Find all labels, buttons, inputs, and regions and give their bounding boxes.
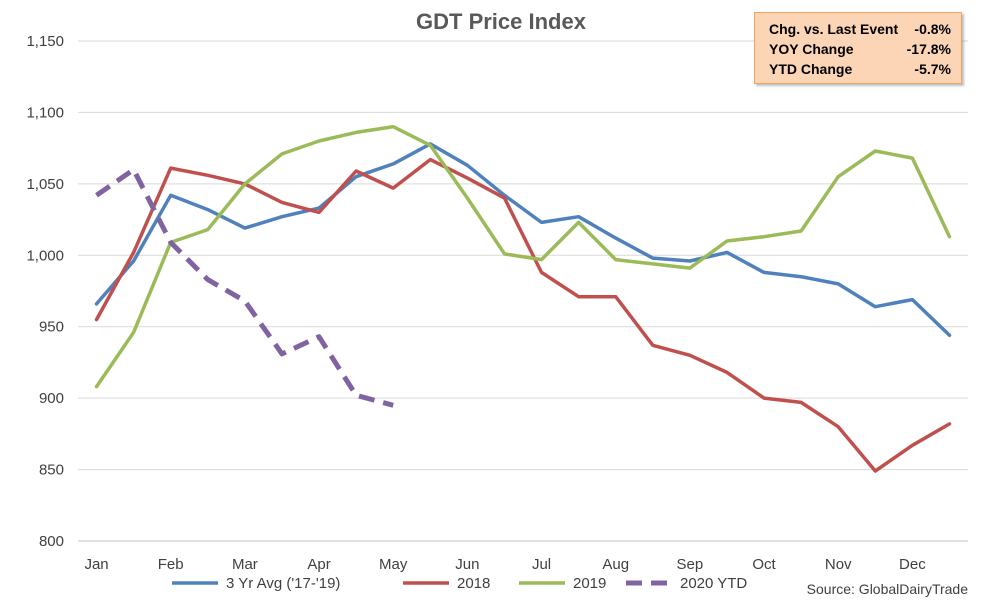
y-tick-label: 1,000 xyxy=(26,247,64,264)
series-line-2019 xyxy=(94,124,952,389)
series-line-2018 xyxy=(94,157,952,473)
x-tick-label: Jan xyxy=(84,556,108,573)
chart-title: GDT Price Index xyxy=(416,9,587,34)
stats-value: -0.8% xyxy=(914,21,951,37)
legend-label: 2018 xyxy=(457,575,490,592)
x-tick-label: Feb xyxy=(158,556,184,573)
x-tick-label: Aug xyxy=(602,556,629,573)
x-tick-label: May xyxy=(379,556,408,573)
y-tick-label: 900 xyxy=(39,390,64,407)
stats-value: -5.7% xyxy=(914,61,951,77)
series-line-2020-ytd xyxy=(95,167,394,408)
gridlines xyxy=(78,40,968,542)
y-tick-label: 1,100 xyxy=(26,104,64,121)
stats-box: Chg. vs. Last Event -0.8% YOY Change -17… xyxy=(754,12,962,84)
x-axis-ticks: Jan Feb Mar Apr May Jun Jul Aug Sep Oct Nov Dec xyxy=(84,556,926,573)
x-tick-label: Oct xyxy=(752,556,776,573)
series-line-3-yr-avg-17-19 xyxy=(94,142,952,338)
legend-label: 3 Yr Avg ('17-'19) xyxy=(226,575,340,592)
x-tick-label: Dec xyxy=(899,556,926,573)
stats-label: YOY Change xyxy=(769,41,854,57)
x-tick-label: Apr xyxy=(307,556,330,573)
x-tick-label: Mar xyxy=(232,556,258,573)
legend-label: 2020 YTD xyxy=(680,575,747,592)
stats-row-chg-last-event: Chg. vs. Last Event -0.8% xyxy=(769,19,951,39)
stats-label: Chg. vs. Last Event xyxy=(769,21,899,37)
y-tick-label: 800 xyxy=(39,533,64,550)
y-tick-label: 1,050 xyxy=(26,176,64,193)
stats-row-ytd-change: YTD Change -5.7% xyxy=(769,59,951,79)
y-axis-ticks: 800 850 900 950 1,000 1,050 1,100 1,150 xyxy=(26,33,64,550)
x-tick-label: Jul xyxy=(532,556,551,573)
stats-value: -17.8% xyxy=(906,41,951,57)
y-tick-label: 950 xyxy=(39,319,64,336)
stats-row-yoy-change: YOY Change -17.8% xyxy=(769,39,951,59)
x-tick-label: Sep xyxy=(677,556,704,573)
x-tick-label: Jun xyxy=(455,556,479,573)
legend-label: 2019 xyxy=(573,575,606,592)
y-tick-label: 1,150 xyxy=(26,33,64,50)
y-tick-label: 850 xyxy=(39,462,64,479)
source-note: Source: GlobalDairyTrade xyxy=(807,581,969,597)
series-lines xyxy=(94,124,952,473)
x-tick-label: Nov xyxy=(825,556,852,573)
legend: 3 Yr Avg ('17-'19) 2018 2019 2020 YTD xyxy=(172,575,747,592)
stats-label: YTD Change xyxy=(769,61,853,77)
